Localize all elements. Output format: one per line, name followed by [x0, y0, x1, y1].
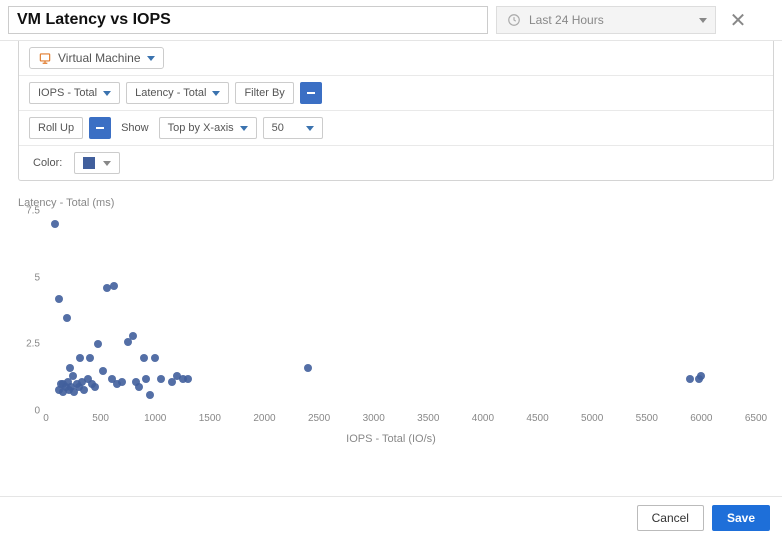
save-button[interactable]: Save	[712, 505, 770, 531]
color-label: Color:	[29, 157, 66, 169]
vm-icon	[38, 51, 52, 65]
x-tick: 1000	[144, 413, 166, 424]
minus-icon	[96, 127, 104, 129]
chevron-down-icon	[212, 91, 220, 96]
chart-area: Latency - Total (ms) 0 2.5 5 7.5 0 500 1000 15…	[0, 181, 782, 453]
x-tick: 5500	[636, 413, 658, 424]
metric1-select[interactable]: IOPS - Total	[29, 82, 120, 104]
chart-point[interactable]	[86, 354, 94, 362]
chart-point[interactable]	[66, 364, 74, 372]
plot-region	[46, 211, 756, 411]
chart-point[interactable]	[686, 375, 694, 383]
chevron-down-icon	[306, 126, 314, 131]
resource-row: Virtual Machine	[19, 41, 773, 75]
minus-icon	[307, 92, 315, 94]
x-axis-title: IOPS - Total (IO/s)	[18, 433, 764, 445]
resource-pill-label: Virtual Machine	[58, 51, 141, 65]
color-swatch	[83, 157, 95, 169]
chart-point[interactable]	[55, 295, 63, 303]
chevron-down-icon	[147, 56, 155, 61]
chart-point[interactable]	[80, 386, 88, 394]
x-tick: 3500	[417, 413, 439, 424]
chevron-down-icon	[103, 91, 111, 96]
chevron-down-icon	[699, 18, 707, 23]
resource-pill-vm[interactable]: Virtual Machine	[29, 47, 164, 69]
chart-point[interactable]	[697, 372, 705, 380]
y-tick: 2.5	[26, 339, 40, 350]
close-button[interactable]: ✕	[724, 6, 752, 34]
toolbar: Virtual Machine IOPS - Total Latency - T…	[18, 41, 774, 181]
cancel-button[interactable]: Cancel	[637, 505, 704, 531]
x-tick: 5000	[581, 413, 603, 424]
x-tick: 1500	[199, 413, 221, 424]
x-tick: 500	[92, 413, 109, 424]
y-tick: 5	[34, 272, 40, 283]
x-axis: 0 500 1000 1500 2000 2500 3000 3500 4000 4500 5000…	[46, 411, 756, 431]
chart-point[interactable]	[184, 375, 192, 383]
topby-label: Top by X-axis	[168, 122, 234, 134]
footer-bar: Cancel Save	[0, 496, 782, 539]
filter-by-label: Filter By	[244, 87, 284, 99]
y-tick: 7.5	[26, 206, 40, 217]
rollup-remove-button[interactable]	[89, 117, 111, 139]
y-axis-title: Latency - Total (ms)	[18, 197, 764, 209]
time-range-label: Last 24 Hours	[529, 13, 604, 27]
chart-point[interactable]	[63, 314, 71, 322]
chart-point[interactable]	[110, 282, 118, 290]
header-bar: Last 24 Hours ✕	[0, 0, 782, 41]
x-tick: 2500	[308, 413, 330, 424]
x-tick: 3000	[363, 413, 385, 424]
metric1-label: IOPS - Total	[38, 87, 97, 99]
chart-point[interactable]	[99, 367, 107, 375]
clock-icon	[507, 13, 521, 27]
chart-point[interactable]	[91, 383, 99, 391]
metric2-select[interactable]: Latency - Total	[126, 82, 229, 104]
rollup-row: Roll Up Show Top by X-axis 50	[19, 110, 773, 145]
chart-point[interactable]	[151, 354, 159, 362]
x-tick: 6500	[745, 413, 767, 424]
chart-point[interactable]	[135, 383, 143, 391]
chart-point[interactable]	[76, 354, 84, 362]
chart-point[interactable]	[304, 364, 312, 372]
chart-point[interactable]	[118, 378, 126, 386]
y-axis: 02.557.5	[18, 211, 42, 411]
filter-by-button[interactable]: Filter By	[235, 82, 293, 104]
limit-select[interactable]: 50	[263, 117, 323, 139]
x-tick: 4500	[526, 413, 548, 424]
y-tick: 0	[34, 406, 40, 417]
rollup-label: Roll Up	[38, 122, 74, 134]
color-select[interactable]	[74, 152, 120, 174]
chevron-down-icon	[103, 161, 111, 166]
chart-title-input[interactable]	[8, 6, 488, 34]
chart-point[interactable]	[69, 372, 77, 380]
chevron-down-icon	[240, 126, 248, 131]
chart-point[interactable]	[140, 354, 148, 362]
topby-select[interactable]: Top by X-axis	[159, 117, 257, 139]
x-tick: 2000	[253, 413, 275, 424]
rollup-button[interactable]: Roll Up	[29, 117, 83, 139]
x-tick: 6000	[690, 413, 712, 424]
chart-point[interactable]	[157, 375, 165, 383]
chart-point[interactable]	[142, 375, 150, 383]
chart-point[interactable]	[129, 332, 137, 340]
color-row: Color:	[19, 145, 773, 180]
chart-point[interactable]	[51, 220, 59, 228]
time-range-selector[interactable]: Last 24 Hours	[496, 6, 716, 34]
scatter-chart: 02.557.5 0500100015002000250030003500400…	[46, 211, 756, 431]
x-tick: 0	[43, 413, 49, 424]
x-tick: 4000	[472, 413, 494, 424]
metric2-label: Latency - Total	[135, 87, 206, 99]
limit-label: 50	[272, 122, 284, 134]
close-icon: ✕	[730, 8, 747, 33]
metrics-row: IOPS - Total Latency - Total Filter By	[19, 75, 773, 110]
filter-remove-button[interactable]	[300, 82, 322, 104]
chart-point[interactable]	[146, 391, 154, 399]
show-label: Show	[117, 122, 153, 134]
chart-point[interactable]	[94, 340, 102, 348]
